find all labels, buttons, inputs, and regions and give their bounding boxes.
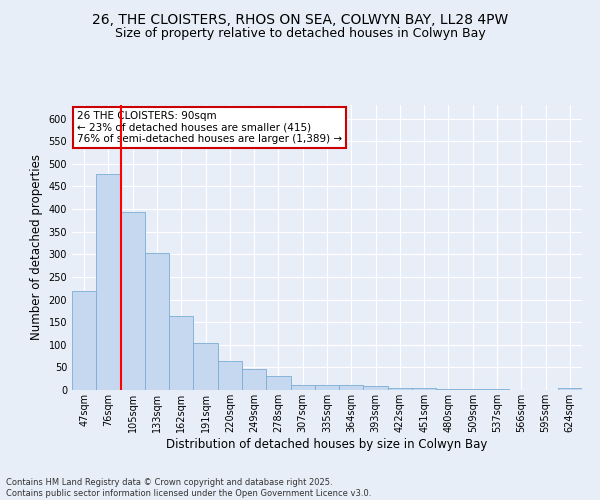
Bar [388,388,412,390]
Bar [558,388,582,390]
Bar [485,389,509,390]
Text: Size of property relative to detached houses in Colwyn Bay: Size of property relative to detached ho… [115,28,485,40]
Bar [412,388,436,390]
Text: 26 THE CLOISTERS: 90sqm
← 23% of detached houses are smaller (415)
76% of semi-d: 26 THE CLOISTERS: 90sqm ← 23% of detache… [77,110,342,144]
Bar [72,292,96,390]
Bar [364,386,388,390]
Bar [193,342,218,390]
Bar [461,388,485,390]
Bar [436,388,461,390]
Bar [242,368,266,390]
Bar [290,386,315,390]
Bar [169,316,193,390]
Bar [121,212,145,390]
Text: Contains HM Land Registry data © Crown copyright and database right 2025.
Contai: Contains HM Land Registry data © Crown c… [6,478,371,498]
Y-axis label: Number of detached properties: Number of detached properties [30,154,43,340]
Bar [145,254,169,390]
Bar [96,174,121,390]
Bar [339,386,364,390]
Bar [266,376,290,390]
X-axis label: Distribution of detached houses by size in Colwyn Bay: Distribution of detached houses by size … [166,438,488,450]
Bar [218,360,242,390]
Text: 26, THE CLOISTERS, RHOS ON SEA, COLWYN BAY, LL28 4PW: 26, THE CLOISTERS, RHOS ON SEA, COLWYN B… [92,12,508,26]
Bar [315,386,339,390]
